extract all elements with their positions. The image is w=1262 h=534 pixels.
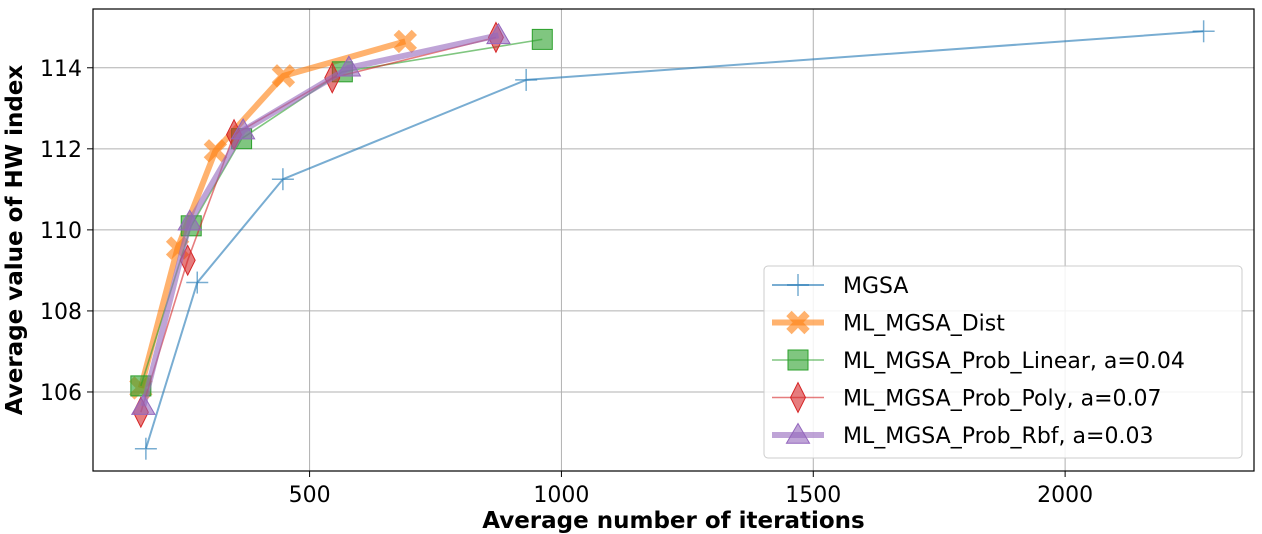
ticks: 500 1000 1500 2000 106 108 110 112 114	[40, 57, 1093, 508]
legend-marker	[787, 274, 809, 296]
x-tick-label: 1000	[533, 483, 589, 508]
data-point	[336, 55, 362, 77]
legend-entry: ML_MGSA_Prob_Poly, a=0.07	[772, 381, 1162, 414]
series-0	[134, 20, 1215, 460]
y-tick-label: 114	[40, 57, 82, 82]
data-point	[1192, 20, 1215, 43]
x-tick-label: 500	[289, 483, 331, 508]
legend-label: ML_MGSA_Dist	[843, 312, 1005, 337]
data-point	[531, 28, 553, 50]
data-point	[177, 209, 203, 231]
y-tick-label: 112	[40, 138, 82, 163]
series-1	[129, 29, 417, 400]
y-tick-label: 106	[40, 381, 82, 406]
data-point	[271, 64, 296, 88]
legend-label: ML_MGSA_Prob_Rbf, a=0.03	[843, 424, 1153, 449]
data-point	[186, 271, 209, 294]
grid	[93, 9, 1254, 471]
y-tick-label: 108	[40, 300, 82, 325]
y-axis-title: Average value of HW index	[2, 65, 28, 416]
data-point	[134, 437, 157, 460]
legend-label: MGSA	[843, 274, 908, 299]
x-axis-title: Average number of iterations	[482, 508, 865, 534]
legend: MGSA ML_MGSA_Dist ML_MGSA_Prob_Linear, a=0…	[763, 265, 1243, 459]
legend-entry: ML_MGSA_Prob_Linear, a=0.04	[772, 349, 1185, 374]
data-point	[130, 393, 156, 415]
series-line	[140, 38, 543, 387]
data-point	[230, 118, 256, 140]
x-tick-label: 1500	[785, 483, 841, 508]
legend-marker	[787, 349, 809, 371]
legend-entry: ML_MGSA_Dist	[772, 310, 1005, 337]
legend-entry: MGSA	[772, 274, 908, 299]
legend-marker	[789, 381, 807, 414]
legend-marker	[786, 310, 810, 335]
legend-box	[763, 265, 1243, 459]
series-4	[130, 22, 511, 415]
plot-frame	[92, 8, 1255, 472]
legend-entry: ML_MGSA_Prob_Rbf, a=0.03	[772, 422, 1153, 449]
data-point	[271, 168, 294, 191]
x-tick-label: 2000	[1037, 483, 1093, 508]
y-tick-label: 110	[40, 219, 82, 244]
data-point	[515, 68, 538, 91]
legend-marker	[785, 422, 811, 444]
legend-label: ML_MGSA_Prob_Linear, a=0.04	[843, 349, 1185, 374]
data-point	[486, 22, 511, 45]
series-layer	[129, 20, 1215, 460]
legend-label: ML_MGSA_Prob_Poly, a=0.07	[843, 387, 1162, 412]
